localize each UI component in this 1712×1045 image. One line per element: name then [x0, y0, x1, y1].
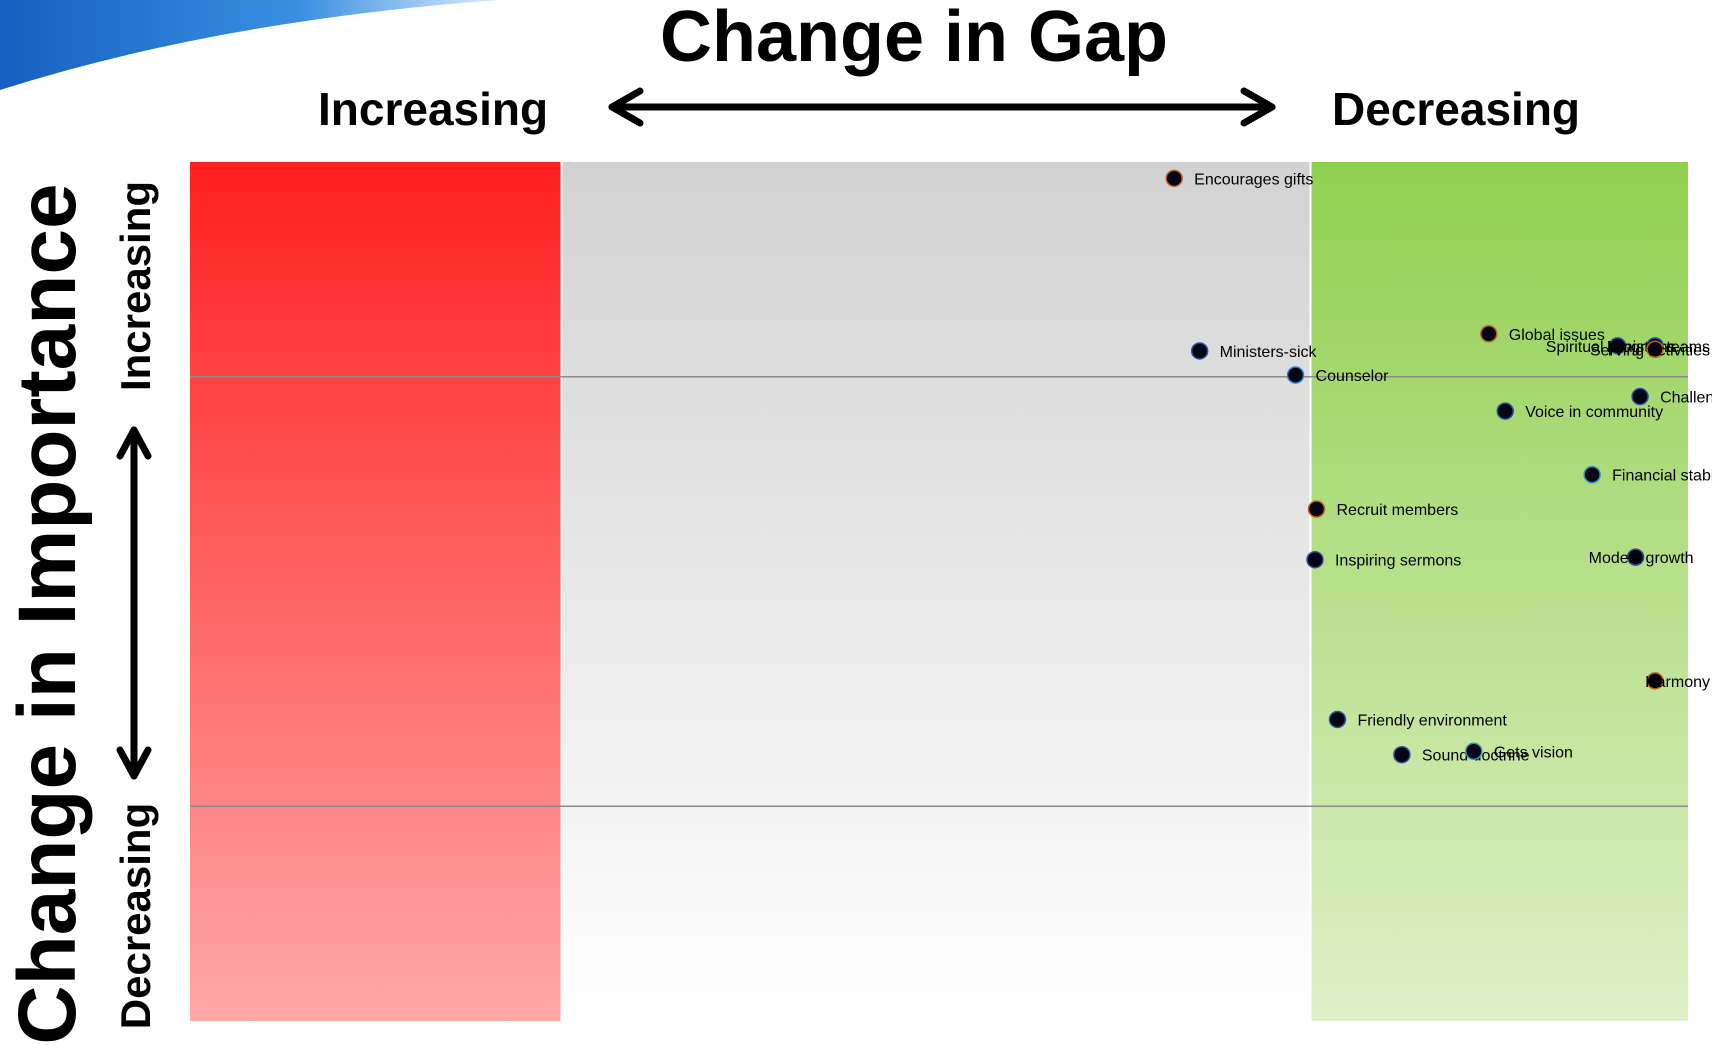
data-point: Voice in community [1496, 402, 1663, 421]
point-label: Harmony [1645, 674, 1710, 691]
point-marker [1496, 402, 1514, 420]
point-marker [1465, 742, 1483, 761]
point-marker [1190, 342, 1209, 360]
point-label: Friendly environment [1357, 712, 1507, 729]
point-label: Financial stability [1612, 468, 1712, 485]
data-point: Modest growth [1589, 548, 1694, 567]
point-label: Global issues [1509, 327, 1605, 344]
point-label: Voice in community [1525, 404, 1663, 421]
point-label: Serving activities [1590, 342, 1710, 359]
point-marker [1646, 340, 1664, 359]
chart-title: Change in Gap [659, 0, 1169, 77]
zone-increasing-gap [190, 162, 562, 1021]
data-point: Serving activities [1590, 340, 1710, 359]
point-label: Counselor [1316, 368, 1390, 385]
data-point: Inspiring sermons [1306, 550, 1461, 570]
data-point: Friendly environment [1328, 710, 1507, 729]
data-point: Challenges [1631, 387, 1712, 407]
point-marker [1646, 672, 1664, 690]
gap-increasing-label: Increasing [318, 83, 549, 135]
data-point: Counselor [1286, 366, 1390, 385]
point-label: Spiritual programs [1546, 339, 1676, 356]
vertical-double-arrow [116, 426, 152, 780]
point-label: Gets vision [1494, 744, 1573, 761]
point-marker [1165, 169, 1183, 188]
point-label: Recruit members [1336, 502, 1458, 519]
data-point: Spiritual programs [1546, 337, 1676, 356]
corner-swoosh [0, 0, 500, 90]
data-point: Global issues [1480, 325, 1605, 344]
scatter-plot: Encourages gifts Ministers-sick Counselor G… [190, 162, 1712, 1021]
point-marker [1626, 548, 1645, 566]
data-point: Encourages gifts [1165, 169, 1313, 188]
horizontal-double-arrow [608, 87, 1276, 127]
data-point: Recruit members [1307, 500, 1458, 519]
point-marker [1608, 337, 1627, 355]
data-point: Financial stability [1583, 465, 1712, 485]
point-label: Challenges [1660, 390, 1712, 407]
gap-decreasing-label: Decreasing [1332, 83, 1581, 135]
data-point: Gets vision [1465, 742, 1573, 761]
point-label: Inspiring sermons [1335, 553, 1461, 570]
point-label: Encourages gifts [1194, 171, 1313, 188]
point-label: Modest growth [1589, 550, 1694, 567]
point-marker [1307, 500, 1326, 518]
data-point: Harmony [1645, 672, 1710, 691]
zone-decreasing-gap [1310, 162, 1688, 1021]
point-marker [1393, 745, 1411, 764]
point-marker [1328, 710, 1347, 729]
data-point: Ministers-sick [1190, 342, 1318, 361]
point-marker [1583, 465, 1601, 484]
point-marker [1286, 366, 1305, 384]
point-marker [1631, 387, 1649, 406]
point-marker [1306, 550, 1324, 569]
axis-arrows [116, 87, 1276, 780]
point-marker [1480, 325, 1498, 343]
zone-neutral [561, 162, 1311, 1021]
point-label: Ministers-sick [1220, 344, 1318, 361]
